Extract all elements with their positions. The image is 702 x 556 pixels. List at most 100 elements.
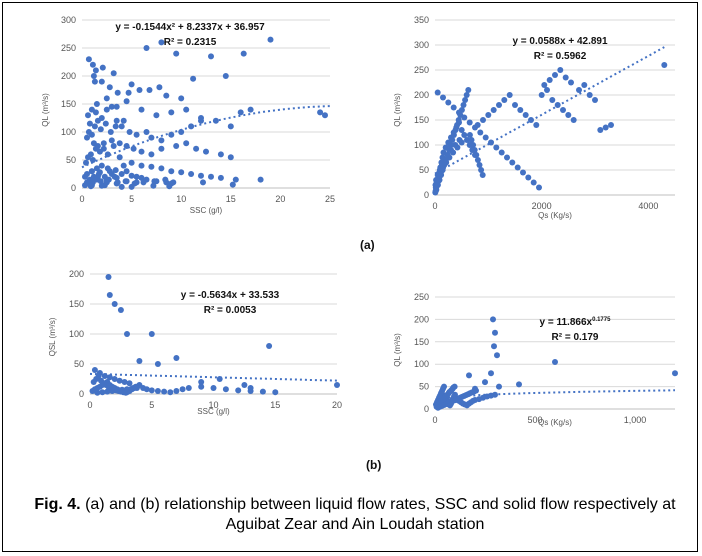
data-point	[113, 174, 120, 181]
data-point	[123, 168, 130, 175]
data-point	[468, 137, 475, 143]
data-point	[517, 107, 524, 113]
data-point	[168, 131, 175, 138]
data-point	[114, 179, 121, 186]
panel-label-b: (b)	[366, 458, 382, 472]
y-tick-label: 300	[414, 40, 429, 50]
data-point	[97, 126, 104, 133]
data-point	[150, 182, 157, 189]
data-point	[597, 127, 604, 133]
data-point	[440, 94, 446, 101]
y-axis-label: QSL (m³/s)	[48, 317, 57, 356]
data-point	[138, 148, 145, 155]
data-point	[154, 361, 161, 367]
data-point	[267, 36, 274, 43]
data-point	[151, 178, 158, 185]
data-point	[222, 386, 229, 393]
trend-equation-main: y = 11.866x	[540, 317, 593, 328]
trend-equation: y = 11.866x0.1775	[540, 317, 612, 328]
data-point	[450, 132, 457, 138]
y-tick-label: 50	[66, 155, 76, 165]
x-tick-label: 0	[432, 415, 437, 425]
data-point	[552, 359, 558, 365]
trend-equation: y = -0.5634x + 33.533	[181, 290, 280, 301]
data-point	[122, 178, 129, 185]
data-point	[522, 112, 529, 118]
data-point	[442, 157, 449, 163]
data-point	[88, 168, 95, 175]
y-tick-label: 150	[414, 115, 429, 125]
data-point	[464, 137, 470, 143]
data-point	[103, 95, 110, 102]
data-point	[158, 39, 165, 46]
data-point	[128, 159, 135, 166]
data-point	[227, 154, 234, 161]
data-point	[113, 103, 120, 110]
data-point	[92, 67, 99, 74]
data-point	[140, 179, 147, 186]
data-point	[168, 168, 175, 175]
data-point	[98, 78, 105, 85]
data-point	[167, 389, 174, 396]
x-tick-label: 20	[332, 400, 342, 410]
data-point	[210, 385, 217, 391]
data-point	[478, 167, 485, 173]
y-axis-label: QL (m³/s)	[393, 333, 402, 367]
data-point	[117, 307, 124, 313]
data-point	[173, 388, 180, 394]
x-tick-label: 0	[432, 201, 437, 211]
data-point	[190, 75, 197, 82]
data-point	[445, 99, 452, 106]
data-point	[133, 173, 140, 180]
data-point	[520, 169, 526, 176]
data-point	[118, 183, 125, 190]
data-point	[492, 329, 498, 336]
data-point	[188, 171, 195, 177]
y-tick-label: 0	[71, 183, 76, 193]
data-point	[99, 64, 106, 71]
data-point	[586, 92, 593, 98]
data-point	[158, 145, 165, 152]
data-point	[153, 112, 160, 119]
data-point	[143, 386, 150, 393]
data-point	[470, 142, 477, 148]
data-point	[441, 383, 447, 390]
trend-equation-main: y = -0.5634x + 33.533	[181, 290, 280, 301]
x-tick-label: 5	[149, 400, 154, 410]
data-point	[148, 387, 155, 394]
data-point	[451, 383, 458, 390]
data-point	[148, 151, 155, 158]
x-tick-label: 15	[226, 194, 236, 204]
data-point	[217, 151, 224, 158]
data-point	[212, 117, 219, 124]
y-tick-label: 0	[424, 190, 429, 200]
data-point	[482, 134, 489, 141]
data-point	[241, 382, 248, 388]
data-point	[128, 81, 135, 88]
y-tick-label: 200	[414, 314, 429, 324]
data-point	[126, 129, 133, 135]
x-tick-label: 5	[129, 194, 134, 204]
data-point	[84, 134, 90, 141]
data-point	[138, 174, 145, 181]
data-point	[100, 145, 107, 152]
data-point	[494, 352, 500, 359]
data-point	[222, 73, 229, 79]
data-point	[99, 389, 106, 396]
chart-a-right: 0 50 100 150 200 250 300 350 0 2000 4000 Qs (Kg/s) Q…	[393, 15, 675, 220]
data-point	[94, 143, 101, 149]
data-point	[530, 179, 537, 186]
data-point	[198, 379, 205, 385]
data-point	[103, 106, 110, 113]
data-point	[198, 115, 204, 121]
data-point	[257, 176, 264, 183]
data-point	[91, 78, 98, 85]
data-point	[460, 102, 467, 108]
data-point	[88, 131, 95, 138]
data-point	[98, 182, 105, 189]
data-point	[480, 117, 486, 123]
data-point	[237, 109, 244, 116]
data-point	[156, 84, 163, 91]
data-point	[136, 87, 143, 93]
data-point	[158, 165, 165, 172]
